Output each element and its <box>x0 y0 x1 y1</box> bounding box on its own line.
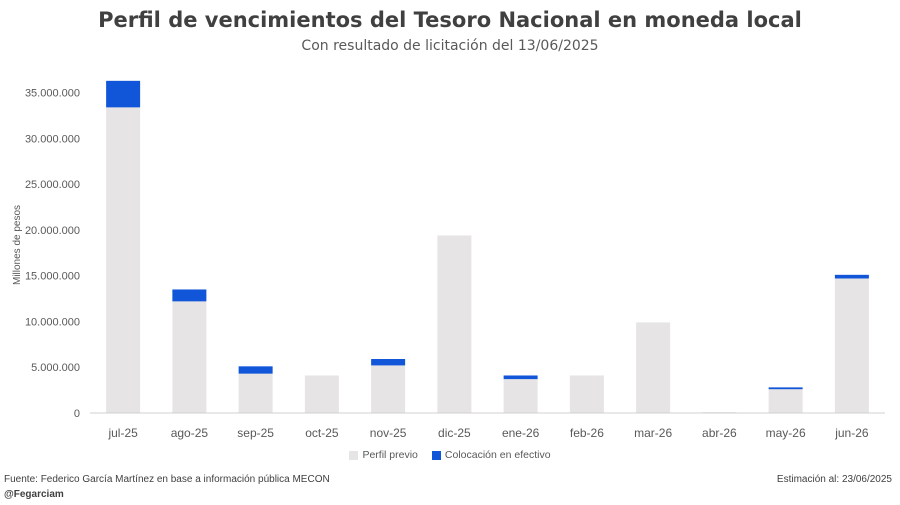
legend-item-colocacion: Colocación en efectivo <box>431 449 551 461</box>
y-axis-label: Millones de pesos <box>12 205 23 285</box>
bar-perfil-previo <box>503 379 538 413</box>
y-tick-label: 30.000.000 <box>25 133 80 145</box>
bar-perfil-previo <box>636 322 671 413</box>
bar-perfil-previo <box>569 375 604 413</box>
y-tick-label: 35.000.000 <box>25 88 80 100</box>
legend-item-perfil-previo: Perfil previo <box>349 449 418 461</box>
bars-group <box>106 80 869 414</box>
x-tick-label: feb-26 <box>570 426 604 440</box>
y-tick-label: 0 <box>74 408 80 420</box>
bar-perfil-previo <box>768 389 803 413</box>
x-tick-label: ene-26 <box>502 426 540 440</box>
y-tick-label: 20.000.000 <box>25 225 80 237</box>
x-tick-label: jun-26 <box>834 426 869 440</box>
bar-perfil-previo <box>834 278 869 413</box>
bar-perfil-previo <box>304 375 339 413</box>
x-tick-label: abr-26 <box>702 426 737 440</box>
x-tick-label: nov-25 <box>370 426 407 440</box>
x-tick-label: may-26 <box>766 426 806 440</box>
x-tick-label: oct-25 <box>305 426 339 440</box>
estimate-date: Estimación al: 23/06/2025 <box>776 474 892 485</box>
x-tick-label: ago-25 <box>171 426 209 440</box>
bar-colocacion <box>371 359 406 366</box>
x-tick-label: sep-25 <box>237 426 274 440</box>
x-axis: jul-25 ago-25 sep-25 oct-25 nov-25 dic-25 ene-… <box>107 426 868 440</box>
chart-subtitle: Con resultado de licitación del 13/06/20… <box>301 38 599 54</box>
bar-perfil-previo <box>371 365 406 413</box>
bar-perfil-previo <box>172 301 207 413</box>
legend: Perfil previo Colocación en efectivo <box>0 449 900 461</box>
bar-colocacion <box>503 375 538 380</box>
y-tick-label: 5.000.000 <box>31 362 80 374</box>
author-handle: @Fegarciam <box>4 489 64 500</box>
y-tick-label: 10.000.000 <box>25 316 80 328</box>
source-note: Fuente: Federico García Martínez en base… <box>4 474 330 485</box>
bar-colocacion <box>106 80 141 108</box>
chart-title: Perfil de vencimientos del Tesoro Nacion… <box>98 8 802 32</box>
bar-colocacion <box>834 274 869 279</box>
x-tick-label: mar-26 <box>634 426 672 440</box>
bar-perfil-previo <box>106 107 141 413</box>
legend-swatch-perfil-previo <box>349 450 359 460</box>
y-tick-label: 25.000.000 <box>25 179 80 191</box>
bar-perfil-previo <box>437 235 472 413</box>
legend-label-perfil-previo: Perfil previo <box>362 449 418 461</box>
bar-colocacion <box>238 366 273 374</box>
bar-colocacion <box>172 289 207 302</box>
y-tick-label: 15.000.000 <box>25 271 80 283</box>
x-tick-label: jul-25 <box>107 426 138 440</box>
legend-swatch-colocacion <box>431 450 441 460</box>
y-axis: 0 5.000.000 10.000.000 15.000.000 20.000.000… <box>25 88 80 420</box>
x-tick-label: dic-25 <box>438 426 471 440</box>
bar-perfil-previo <box>238 373 273 413</box>
legend-label-colocacion: Colocación en efectivo <box>444 449 551 461</box>
bar-colocacion <box>768 387 803 390</box>
